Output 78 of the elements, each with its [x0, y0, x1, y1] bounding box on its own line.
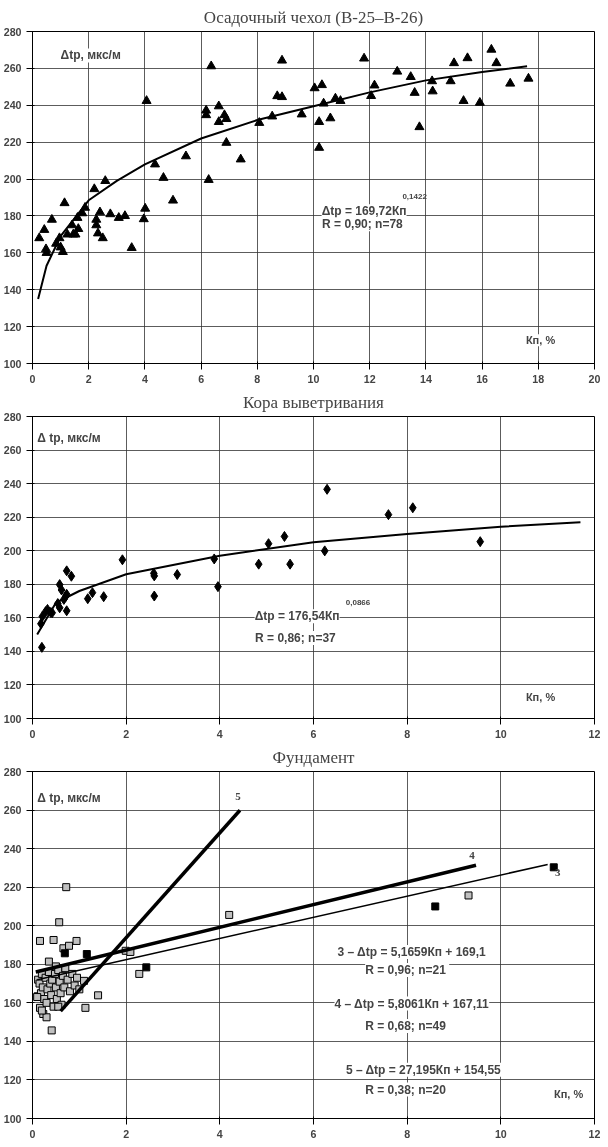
y-axis-title: Δtp, мкс/м — [60, 48, 121, 63]
y-tick-label: 140 — [3, 645, 22, 658]
y-tick-label: 260 — [3, 62, 22, 75]
annotation: 5 – Δtp = 27,195Кп + 154,55 — [345, 1062, 502, 1077]
y-tick-label: 100 — [3, 357, 22, 370]
y-tick-label: 200 — [3, 544, 22, 557]
y-axis-title: Δ tp, мкс/м — [37, 431, 101, 446]
y-tick-label: 200 — [3, 173, 22, 186]
y-tick-label: 100 — [3, 1112, 22, 1125]
y-tick-label: 120 — [3, 320, 22, 333]
y-tick-label: 240 — [3, 477, 22, 490]
annotation: Δtp = 169,72Кп — [321, 204, 407, 219]
y-tick-label: 100 — [3, 712, 22, 725]
y-tick-label: 280 — [3, 410, 22, 423]
chart-title: Кора выветривания — [243, 392, 385, 412]
x-tick-label: 6 — [198, 372, 205, 385]
annotation: Δtp = 176,54Кп — [254, 609, 340, 624]
y-tick-label: 120 — [3, 1073, 22, 1086]
y-tick-label: 220 — [3, 136, 22, 149]
x-tick-label: 10 — [494, 727, 507, 740]
annotation: 0,0866 — [345, 598, 371, 608]
x-tick-label: 2 — [123, 727, 130, 740]
x-tick-label: 0 — [29, 727, 36, 740]
x-tick-label: 8 — [254, 372, 261, 385]
chart-title: Фундамент — [272, 747, 356, 767]
x-tick-label: 8 — [404, 1127, 411, 1140]
x-axis-title: Кп, % — [525, 691, 556, 704]
y-tick-label: 280 — [3, 25, 22, 38]
y-tick-label: 180 — [3, 578, 22, 591]
annotation: R = 0,38; n=20 — [365, 1082, 447, 1097]
y-tick-label: 180 — [3, 958, 22, 971]
x-tick-label: 0 — [29, 1127, 36, 1140]
y-tick-label: 260 — [3, 444, 22, 457]
x-tick-label: 8 — [404, 727, 411, 740]
x-tick-label: 18 — [532, 372, 545, 385]
x-tick-label: 14 — [419, 372, 432, 385]
x-tick-label: 4 — [216, 1127, 223, 1140]
x-tick-label: 12 — [588, 727, 601, 740]
annotation: R = 0,96; n=21 — [365, 963, 447, 978]
y-tick-label: 160 — [3, 996, 22, 1009]
x-axis-title: Кп, % — [525, 334, 556, 347]
y-tick-label: 280 — [3, 765, 22, 778]
x-tick-label: 10 — [494, 1127, 507, 1140]
x-tick-label: 16 — [476, 372, 489, 385]
y-tick-label: 240 — [3, 842, 22, 855]
y-tick-label: 160 — [3, 246, 22, 259]
x-tick-label: 20 — [588, 372, 601, 385]
y-tick-label: 220 — [3, 881, 22, 894]
y-tick-label: 140 — [3, 1035, 22, 1048]
annotation: 4 – Δtp = 5,8061Кп + 167,11 — [334, 996, 490, 1011]
y-tick-label: 140 — [3, 283, 22, 296]
y-axis-title: Δ tp, мкс/м — [37, 791, 101, 806]
y-tick-label: 220 — [3, 511, 22, 524]
y-tick-label: 120 — [3, 678, 22, 691]
y-tick-label: 260 — [3, 804, 22, 817]
y-tick-label: 200 — [3, 919, 22, 932]
x-tick-label: 2 — [85, 372, 92, 385]
x-tick-label: 6 — [310, 727, 317, 740]
chart-title: Осадочный чехол (В-25–В-26) — [203, 7, 424, 27]
annotation: R = 0,68; n=49 — [365, 1018, 447, 1033]
x-tick-label: 10 — [307, 372, 320, 385]
x-tick-label: 4 — [216, 727, 223, 740]
x-axis-title: Кп, % — [554, 1088, 584, 1101]
series-label: 4 — [469, 849, 476, 862]
y-tick-label: 160 — [3, 611, 22, 624]
x-tick-label: 6 — [310, 1127, 317, 1140]
annotation: 3 – Δtp = 5,1659Кп + 169,1 — [337, 944, 487, 959]
series-label: 5 — [235, 790, 242, 803]
x-tick-label: 0 — [29, 372, 36, 385]
series-label: 3 — [554, 866, 561, 879]
y-tick-label: 240 — [3, 99, 22, 112]
annotation: R = 0,86; n=37 — [255, 630, 337, 645]
x-tick-label: 4 — [141, 372, 148, 385]
x-tick-label: 2 — [123, 1127, 130, 1140]
x-tick-label: 12 — [588, 1127, 601, 1140]
y-tick-label: 180 — [3, 209, 22, 222]
annotation: R = 0,90; n=78 — [322, 217, 404, 232]
x-tick-label: 12 — [363, 372, 376, 385]
